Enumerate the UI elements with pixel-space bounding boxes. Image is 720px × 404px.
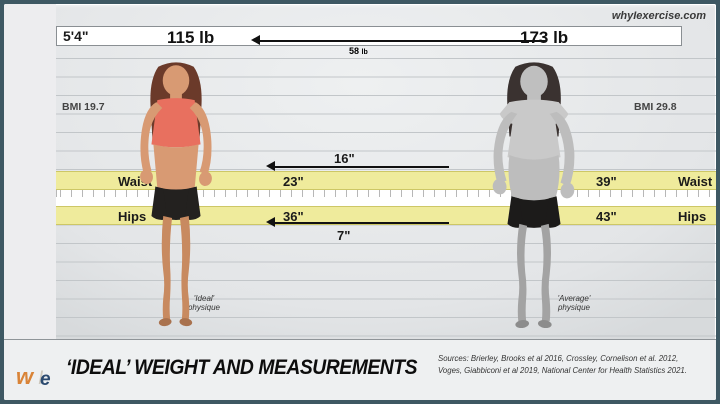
- svg-text:w: w: [16, 364, 35, 389]
- svg-text:e: e: [40, 369, 51, 390]
